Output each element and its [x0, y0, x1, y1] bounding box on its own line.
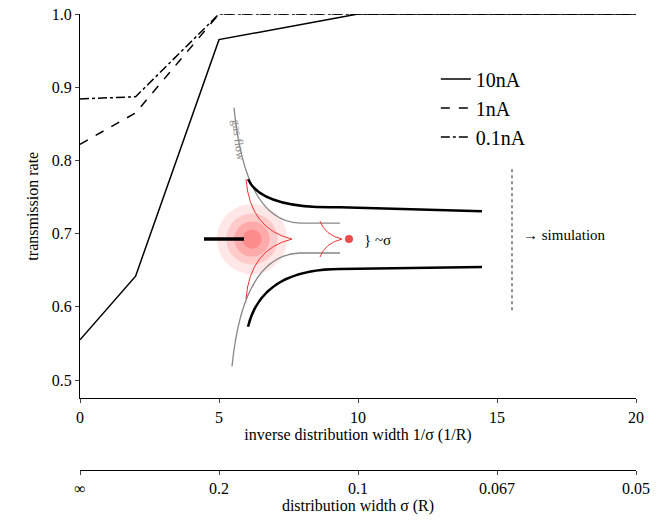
- svg-text:1nA: 1nA: [476, 98, 511, 120]
- svg-text:0.8: 0.8: [52, 152, 72, 169]
- svg-text:inverse distribution width 1/σ: inverse distribution width 1/σ (1/R): [244, 426, 471, 444]
- svg-text:10nA: 10nA: [476, 69, 521, 91]
- svg-text:15: 15: [489, 409, 505, 426]
- svg-text:0.1: 0.1: [348, 480, 368, 497]
- svg-text:gas flow: gas flow: [229, 119, 248, 162]
- svg-text:} ~σ: } ~σ: [364, 232, 391, 248]
- svg-text:0.7: 0.7: [52, 225, 72, 242]
- svg-text:0.05: 0.05: [622, 480, 650, 497]
- svg-text:0.2: 0.2: [209, 480, 229, 497]
- svg-text:0.1nA: 0.1nA: [476, 127, 526, 149]
- svg-text:0.5: 0.5: [52, 372, 72, 389]
- svg-text:transmission rate: transmission rate: [24, 152, 41, 261]
- svg-text:0: 0: [76, 409, 84, 426]
- svg-text:5: 5: [215, 409, 223, 426]
- svg-text:0.6: 0.6: [52, 298, 72, 315]
- svg-text:10: 10: [350, 409, 366, 426]
- svg-text:0.067: 0.067: [479, 480, 515, 497]
- svg-text:20: 20: [628, 409, 644, 426]
- svg-text:0.9: 0.9: [52, 79, 72, 96]
- svg-text:distribution width σ (R): distribution width σ (R): [282, 497, 434, 515]
- svg-text:→ simulation: → simulation: [523, 227, 606, 243]
- svg-text:1.0: 1.0: [52, 6, 72, 23]
- svg-text:∞: ∞: [74, 480, 85, 497]
